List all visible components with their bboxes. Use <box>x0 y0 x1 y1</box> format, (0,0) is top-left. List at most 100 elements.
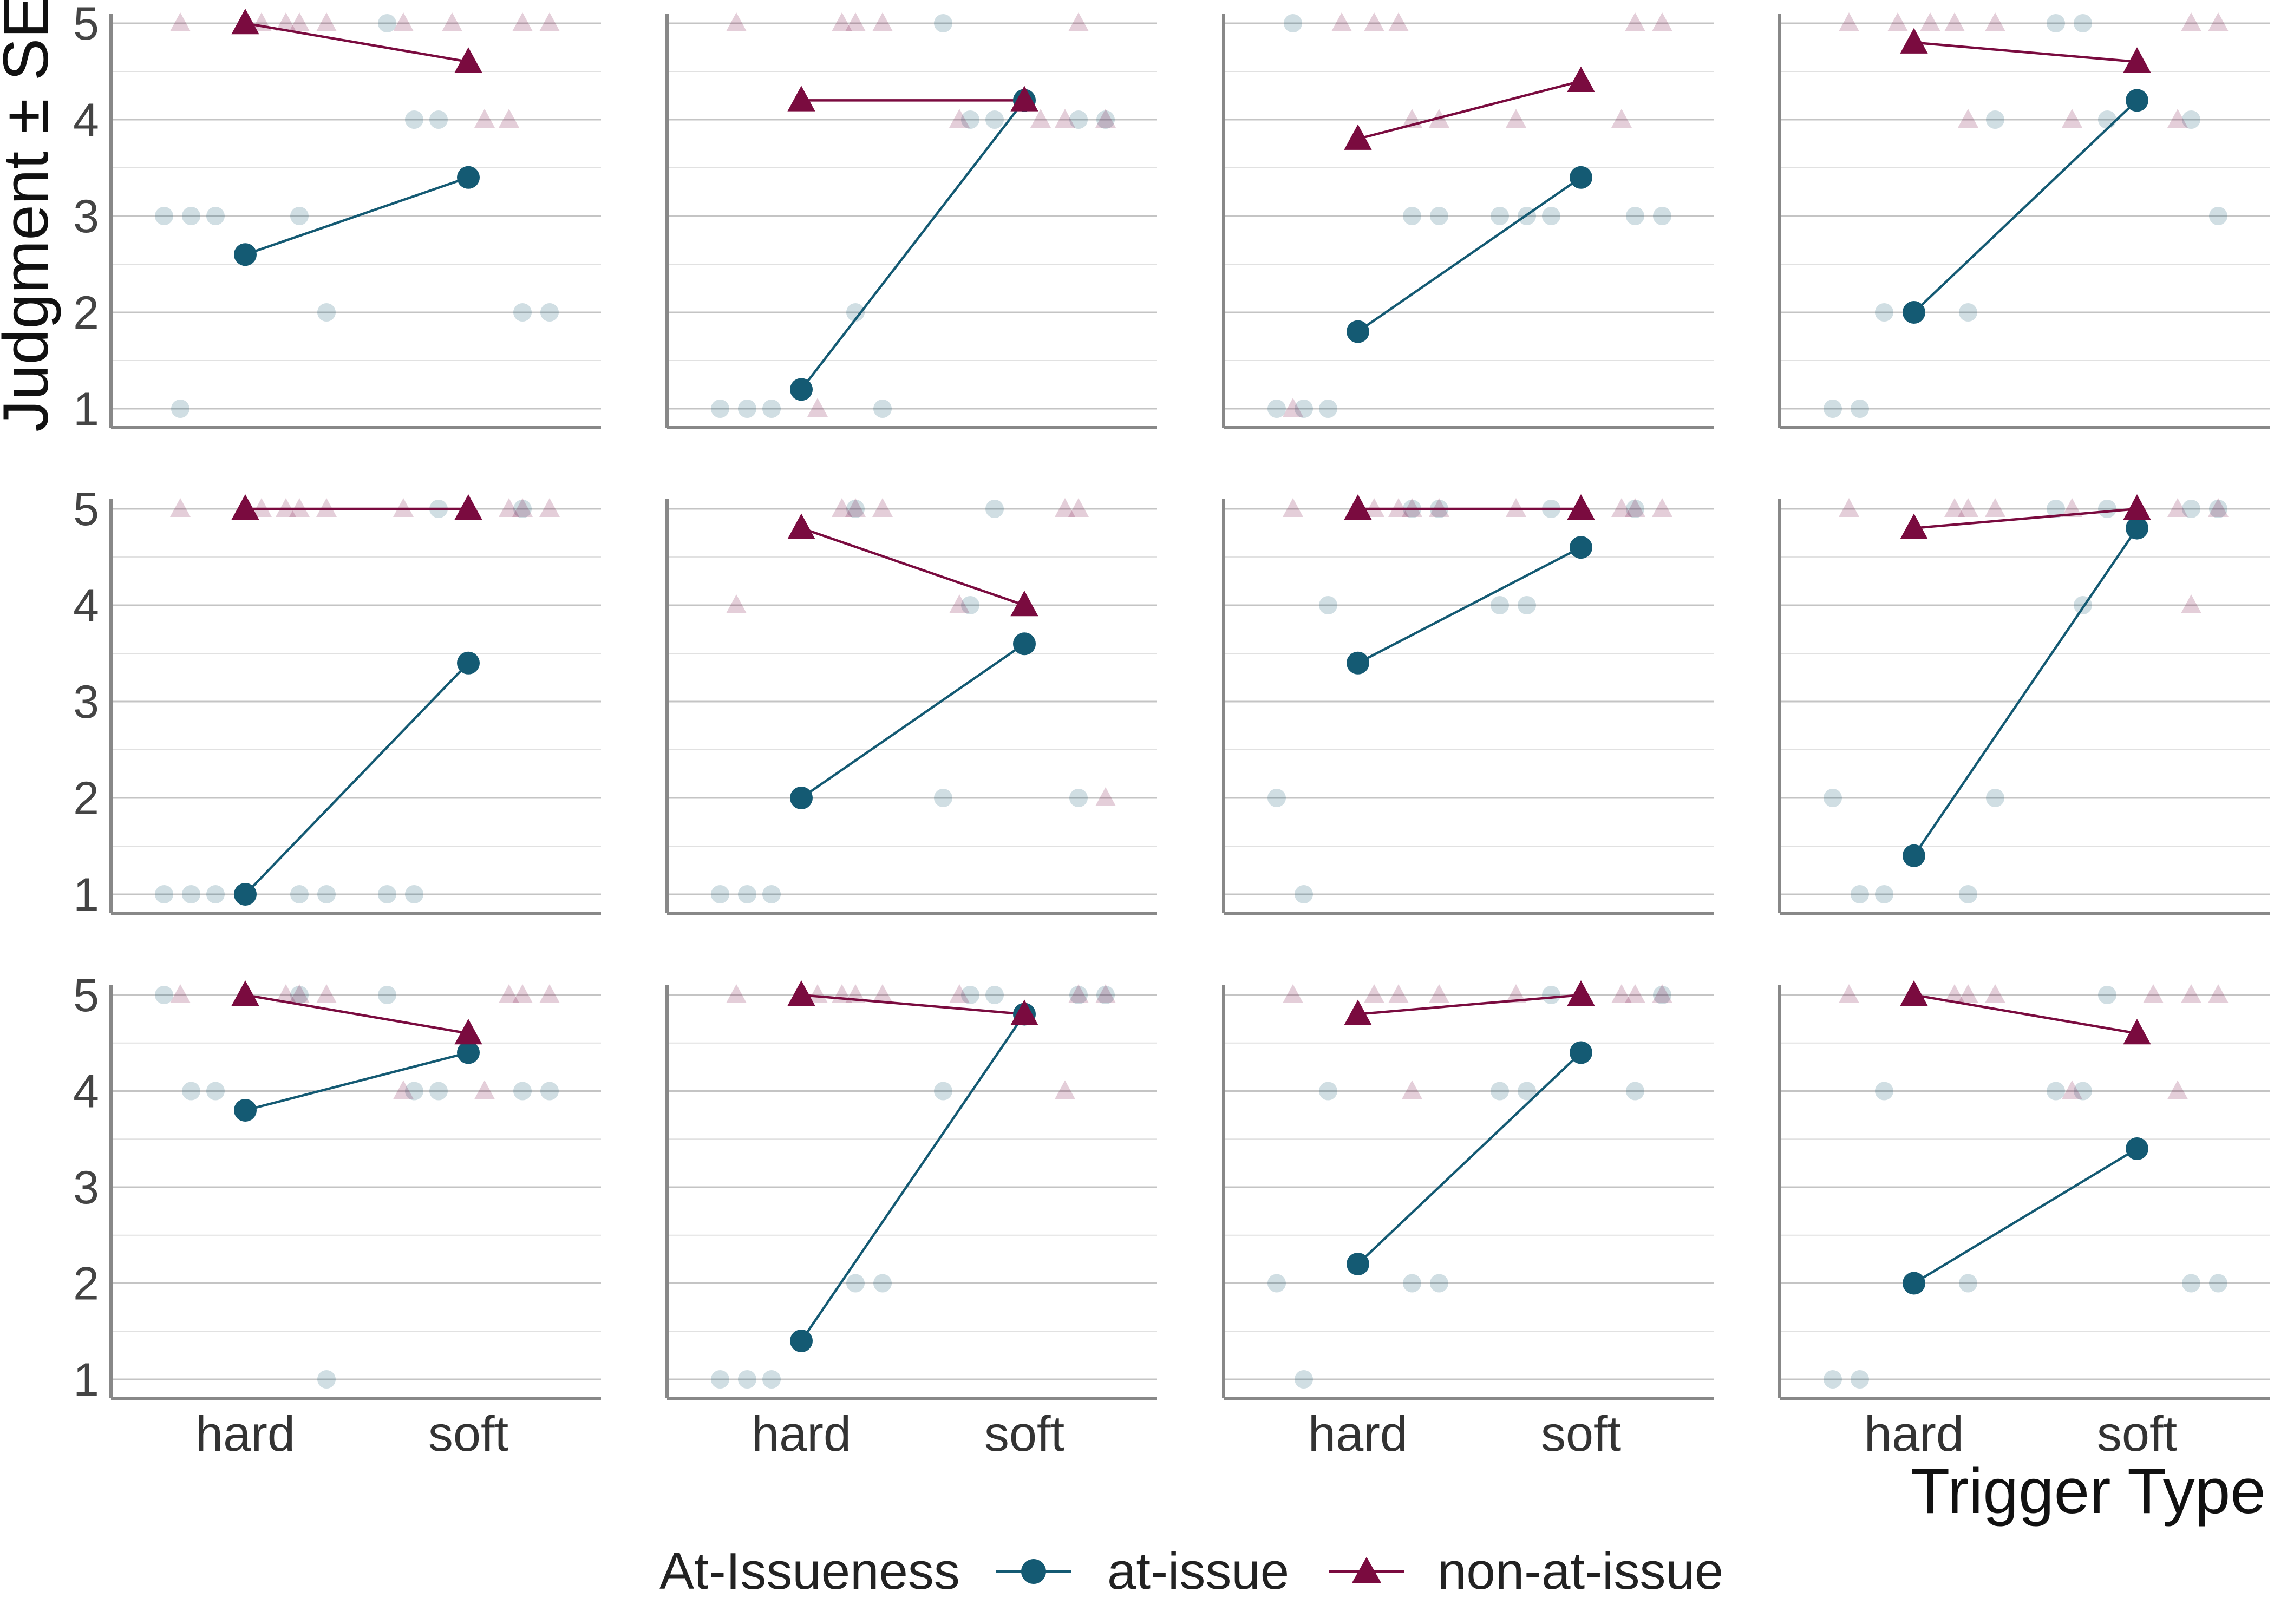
raw-point-non-at-issue <box>1331 12 1352 31</box>
legend: At-Issueness at-issue non-at-issue <box>659 1542 1723 1600</box>
raw-point-at-issue <box>934 14 952 32</box>
raw-point-non-at-issue <box>845 12 866 31</box>
raw-point-at-issue <box>1824 1370 1842 1389</box>
raw-point-non-at-issue <box>1283 398 1303 417</box>
raw-point-non-at-issue <box>1095 109 1116 128</box>
raw-point-at-issue <box>985 110 1004 129</box>
raw-point-at-issue <box>182 1082 200 1101</box>
raw-point-at-issue <box>513 500 532 518</box>
raw-point-non-at-issue <box>2062 109 2082 128</box>
mean-point-non-at-issue <box>231 9 259 35</box>
raw-point-non-at-issue <box>872 498 893 517</box>
raw-point-non-at-issue <box>289 984 310 1003</box>
raw-point-at-issue <box>934 1082 952 1101</box>
raw-point-non-at-issue <box>170 984 191 1003</box>
mean-point-non-at-issue <box>231 980 259 1006</box>
raw-point-at-issue <box>1518 1082 1536 1101</box>
raw-point-at-issue <box>1986 789 2004 807</box>
raw-point-non-at-issue <box>1887 12 1908 31</box>
raw-point-non-at-issue <box>1625 498 1645 517</box>
raw-points <box>711 984 1116 1389</box>
raw-point-non-at-issue <box>1364 984 1384 1003</box>
raw-point-non-at-issue <box>872 984 893 1003</box>
raw-point-non-at-issue <box>1958 109 1978 128</box>
raw-point-at-issue <box>1875 303 1893 322</box>
series-line-at-issue <box>800 643 1025 799</box>
mean-point-at-issue <box>234 243 257 266</box>
mean-point-non-at-issue <box>787 980 815 1006</box>
raw-point-at-issue <box>846 500 865 518</box>
raw-point-at-issue <box>1626 500 1644 518</box>
raw-point-at-issue <box>317 1370 336 1389</box>
raw-point-non-at-issue <box>2181 984 2201 1003</box>
series-line-non-at-issue <box>245 993 469 1035</box>
panel-11: hard soft <box>1222 980 1714 1462</box>
raw-point-non-at-issue <box>1958 498 1978 517</box>
raw-point-at-issue <box>961 596 979 614</box>
raw-point-non-at-issue <box>539 498 560 517</box>
raw-point-at-issue <box>2098 986 2116 1004</box>
raw-point-at-issue <box>290 885 309 903</box>
series-line-non-at-issue <box>801 993 1025 1016</box>
raw-point-at-issue <box>1959 303 1977 322</box>
raw-point-at-issue <box>171 400 190 418</box>
raw-point-non-at-issue <box>1506 984 1526 1003</box>
y-tick-label: 4 <box>73 580 99 632</box>
raw-point-non-at-issue <box>2167 498 2188 517</box>
raw-point-at-issue <box>711 1370 729 1389</box>
raw-point-non-at-issue <box>316 984 337 1003</box>
x-tick-label: hard <box>1308 1406 1408 1462</box>
raw-point-non-at-issue <box>1429 498 1449 517</box>
mean-point-non-at-issue <box>1567 494 1595 520</box>
raw-point-non-at-issue <box>1625 984 1645 1003</box>
series-line-non-at-issue <box>245 22 469 63</box>
raw-point-non-at-issue <box>1388 984 1409 1003</box>
raw-point-at-issue <box>1851 1370 1869 1389</box>
x-tick-label: soft <box>428 1406 508 1462</box>
raw-points <box>155 498 560 903</box>
series-line-at-issue <box>800 1013 1025 1342</box>
raw-points <box>1824 498 2229 903</box>
raw-point-non-at-issue <box>2062 498 2082 517</box>
raw-point-at-issue <box>2182 110 2200 129</box>
raw-points <box>1267 498 1672 903</box>
mean-point-non-at-issue <box>2123 47 2151 73</box>
raw-points <box>1267 984 1672 1389</box>
legend-title: At-Issueness <box>659 1542 960 1600</box>
raw-point-at-issue <box>846 1274 865 1293</box>
raw-point-at-issue <box>2047 1082 2065 1101</box>
raw-point-at-issue <box>2047 14 2065 32</box>
y-tick-label: 4 <box>73 1066 99 1118</box>
raw-point-at-issue <box>1824 400 1842 418</box>
raw-point-non-at-issue <box>949 984 970 1003</box>
raw-point-non-at-issue <box>2143 984 2164 1003</box>
raw-point-non-at-issue <box>1364 498 1384 517</box>
mean-point-non-at-issue <box>1010 86 1038 112</box>
raw-points <box>1824 12 2229 418</box>
raw-point-non-at-issue <box>1402 498 1422 517</box>
raw-point-at-issue <box>1319 1082 1337 1101</box>
raw-point-at-issue <box>155 885 173 903</box>
raw-point-non-at-issue <box>539 12 560 31</box>
raw-point-non-at-issue <box>276 12 296 31</box>
raw-point-at-issue <box>2074 14 2092 32</box>
y-tick-label: 2 <box>73 287 99 339</box>
panel-6 <box>665 498 1157 915</box>
raw-point-at-issue <box>155 986 173 1004</box>
series-line-non-at-issue <box>1357 993 1582 1016</box>
raw-point-non-at-issue <box>512 984 533 1003</box>
mean-point-at-issue <box>790 1330 813 1352</box>
y-tick-label: 3 <box>73 676 99 728</box>
raw-point-at-issue <box>290 207 309 225</box>
raw-point-at-issue <box>405 885 423 903</box>
raw-point-at-issue <box>961 110 979 129</box>
raw-point-at-issue <box>1626 207 1644 225</box>
series-line-at-issue <box>245 1051 469 1112</box>
raw-point-non-at-issue <box>1611 984 1632 1003</box>
x-tick-label: soft <box>2097 1406 2177 1462</box>
raw-point-non-at-issue <box>726 594 747 613</box>
raw-point-at-issue <box>290 986 309 1004</box>
raw-point-non-at-issue <box>393 12 414 31</box>
raw-point-non-at-issue <box>726 12 747 31</box>
legend-circle-icon <box>1021 1559 1046 1584</box>
